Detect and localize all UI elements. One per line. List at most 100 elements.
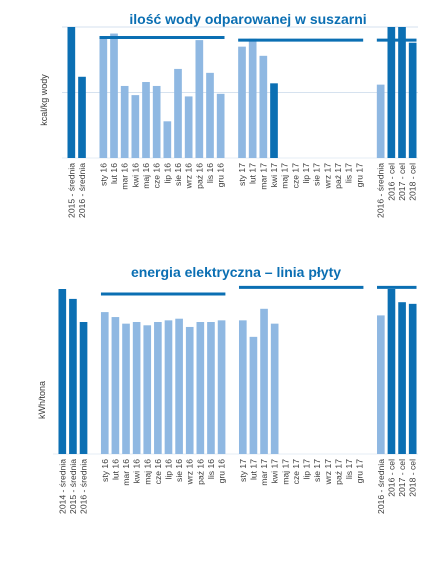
- bar: [79, 322, 88, 454]
- x-tick-label: 2016 - średnia: [376, 459, 386, 514]
- x-tick-label: cze 16: [152, 163, 162, 189]
- target-lines: [99, 35, 417, 42]
- bar: [131, 95, 140, 158]
- x-tick-label: sty 16: [100, 459, 110, 482]
- x-tick-label: 2016 - średnia: [79, 459, 89, 514]
- x-tick-label: sie 17: [312, 163, 322, 186]
- bar: [164, 320, 173, 454]
- bar: [408, 42, 417, 158]
- x-tick-label: sty 17: [237, 163, 247, 186]
- chart-title: ilość wody odparowanej w suszarni: [129, 11, 366, 27]
- x-tick-label: lis 17: [344, 459, 354, 479]
- x-tick-label: mar 16: [121, 459, 131, 486]
- x-tick-label: 2016 - cel: [386, 163, 396, 201]
- x-tick-label: lip 17: [302, 459, 312, 480]
- bar: [132, 322, 141, 454]
- x-tick-label: lis 17: [344, 163, 354, 183]
- bar: [270, 83, 278, 158]
- bar: [111, 317, 120, 454]
- x-tick-labels: 2015 - średnia 2016 - średnia sty 16 lut 16…: [66, 163, 417, 218]
- bar: [67, 27, 76, 158]
- x-tick-label: gru 16: [217, 459, 227, 484]
- bar: [207, 322, 215, 454]
- x-tick-label: wrz 17: [323, 459, 333, 486]
- x-tick-label: sie 16: [174, 459, 184, 482]
- bar: [185, 326, 194, 454]
- x-tick-label: lip 17: [301, 163, 311, 184]
- bar: [217, 320, 226, 454]
- x-tick-label: wrz 17: [322, 163, 332, 190]
- x-tick-label: lut 16: [109, 163, 119, 184]
- bar: [78, 76, 86, 158]
- x-tick-label: paź 16: [195, 459, 205, 485]
- bar: [238, 320, 247, 454]
- x-tick-label: 2015 - średnia: [68, 459, 78, 514]
- target-lines: [100, 285, 417, 296]
- x-tick-label: sty 16: [98, 163, 108, 186]
- x-tick-label: sty 17: [238, 459, 248, 482]
- x-tick-label: lis 16: [206, 459, 216, 479]
- x-tick-label: lip 16: [163, 459, 173, 480]
- bar: [377, 315, 385, 454]
- x-tick-label: gru 17: [354, 163, 364, 188]
- bar: [206, 72, 214, 158]
- y-axis-label: kcal/kg wody: [39, 74, 49, 126]
- bar: [387, 27, 396, 158]
- x-tick-label: paź 17: [333, 459, 343, 485]
- x-tick-label: lis 16: [205, 163, 215, 183]
- x-tick-labels: 2014 - średnia 2015 - średnia 2016 - średn…: [57, 459, 417, 514]
- x-tick-label: maj 16: [141, 163, 151, 189]
- bar: [143, 325, 152, 454]
- x-tick-label: 2016 - średnia: [376, 163, 386, 218]
- x-tick-label: sie 16: [173, 163, 183, 186]
- bar: [69, 298, 77, 454]
- x-tick-label: paź 16: [194, 163, 204, 189]
- x-tick-label: mar 16: [120, 163, 130, 190]
- bar: [163, 121, 172, 158]
- x-tick-label: kwi 16: [130, 163, 140, 188]
- x-tick-label: maj 17: [280, 459, 290, 485]
- bar: [260, 308, 268, 454]
- chart-water-evaporation: ilość wody odparowanej w suszarni kcal/k…: [39, 11, 418, 218]
- bar: [122, 323, 130, 454]
- bars: [67, 27, 417, 158]
- bar: [398, 302, 406, 454]
- x-tick-label: gru 16: [216, 163, 226, 188]
- bar: [248, 38, 257, 158]
- x-tick-label: kwi 17: [270, 459, 280, 484]
- x-tick-label: mar 17: [259, 459, 269, 486]
- x-tick-label: cze 17: [290, 163, 300, 189]
- bar: [376, 84, 385, 158]
- bar: [196, 322, 205, 454]
- x-tick-label: gru 17: [355, 459, 365, 484]
- bar: [154, 322, 162, 454]
- chart-title: energia elektryczna – linia płyty: [131, 264, 341, 280]
- bar: [120, 85, 129, 158]
- bar: [270, 323, 279, 454]
- x-tick-label: cze 17: [291, 459, 301, 485]
- bar: [174, 68, 182, 158]
- bar: [408, 303, 417, 454]
- x-tick-label: wrz 16: [185, 459, 195, 486]
- x-tick-label: 2017 - cel: [397, 163, 407, 201]
- bar: [195, 40, 204, 158]
- y-axis-label: kWh/tona: [37, 381, 47, 419]
- bar: [110, 33, 118, 158]
- bar: [398, 27, 406, 158]
- x-tick-label: kwi 16: [132, 459, 142, 484]
- bar: [238, 46, 246, 158]
- bar: [152, 85, 161, 158]
- bar: [387, 289, 396, 454]
- bar: [175, 318, 183, 454]
- x-tick-label: paź 17: [333, 163, 343, 189]
- x-tick-label: maj 17: [280, 163, 290, 189]
- x-tick-label: 2015 - średnia: [66, 163, 76, 218]
- x-tick-label: 2016 - średnia: [77, 163, 87, 218]
- x-tick-label: 2018 - cel: [408, 163, 418, 201]
- bar: [184, 96, 193, 158]
- x-tick-label: kwi 17: [269, 163, 279, 188]
- x-tick-label: sie 17: [312, 459, 322, 482]
- bar: [216, 93, 225, 158]
